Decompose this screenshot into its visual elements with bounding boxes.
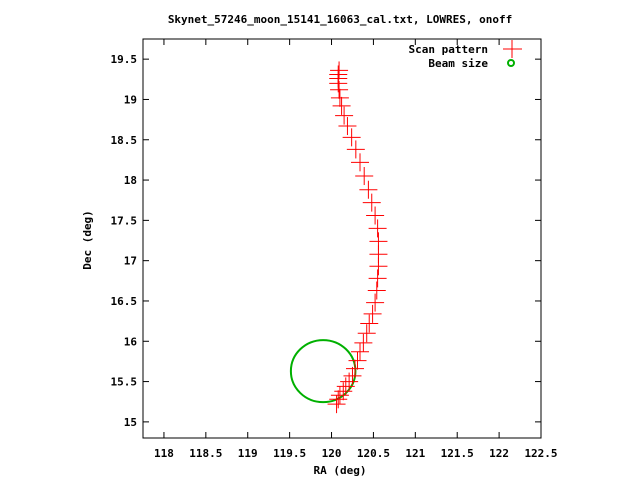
plot-frame bbox=[142, 38, 542, 439]
scan-point bbox=[363, 304, 382, 323]
x-axis: 118 118.5 119 119.5 120 120.5 121 121.5 122 122.5 bbox=[154, 39, 558, 460]
y-tick-label: 19.5 bbox=[111, 53, 138, 66]
scan-point bbox=[359, 180, 378, 199]
x-tick-label: 121 bbox=[405, 447, 425, 460]
x-tick-label: 120 bbox=[322, 447, 342, 460]
y-tick-label: 17.5 bbox=[111, 214, 138, 227]
scan-point bbox=[357, 324, 376, 343]
scan-point bbox=[345, 359, 364, 378]
scan-point bbox=[329, 65, 348, 84]
legend-label-scan-pattern: Scan pattern bbox=[409, 43, 488, 56]
x-tick-label: 120.5 bbox=[357, 447, 390, 460]
scan-point bbox=[348, 351, 367, 370]
scan-point bbox=[368, 269, 387, 288]
scan-pattern-series bbox=[327, 61, 388, 414]
x-tick-label: 119.5 bbox=[273, 447, 306, 460]
y-tick-label: 16.5 bbox=[111, 295, 138, 308]
scan-point bbox=[330, 88, 349, 107]
x-tick-label: 121.5 bbox=[441, 447, 474, 460]
scan-point bbox=[332, 96, 351, 115]
y-tick-label: 16 bbox=[124, 335, 138, 348]
scan-point bbox=[330, 61, 349, 80]
y-tick-label: 17 bbox=[124, 255, 137, 268]
y-axis-label: Dec (deg) bbox=[81, 210, 94, 270]
scan-point bbox=[362, 193, 381, 212]
scan-point bbox=[369, 232, 388, 251]
scan-point bbox=[351, 342, 370, 361]
legend: Scan pattern Beam size bbox=[409, 40, 522, 70]
x-axis-label: RA (deg) bbox=[314, 464, 367, 477]
y-tick-label: 15 bbox=[124, 416, 137, 429]
chart-title: Skynet_57246_moon_15141_16063_cal.txt, L… bbox=[168, 13, 512, 26]
scan-point bbox=[367, 281, 386, 300]
scan-point bbox=[342, 128, 361, 147]
x-tick-label: 122.5 bbox=[524, 447, 557, 460]
legend-label-beam-size: Beam size bbox=[428, 57, 488, 70]
scan-point bbox=[351, 153, 370, 172]
scan-point bbox=[336, 377, 355, 396]
y-axis: 15 15.5 16 16.5 17 17.5 18 18.5 19 19.5 bbox=[111, 53, 541, 429]
scan-point bbox=[327, 395, 346, 414]
x-tick-label: 118.5 bbox=[189, 447, 222, 460]
scan-point bbox=[334, 382, 353, 401]
y-tick-label: 15.5 bbox=[111, 376, 138, 389]
x-tick-label: 119 bbox=[238, 447, 258, 460]
scan-point bbox=[354, 333, 373, 352]
y-tick-label: 18 bbox=[124, 174, 137, 187]
x-tick-label: 118 bbox=[154, 447, 174, 460]
scan-point bbox=[346, 140, 365, 159]
scan-point bbox=[366, 206, 385, 225]
y-tick-label: 19 bbox=[124, 93, 137, 106]
scan-point bbox=[368, 219, 387, 238]
scan-point bbox=[355, 167, 374, 186]
scan-point bbox=[366, 293, 385, 312]
scan-point bbox=[329, 390, 348, 409]
scan-point bbox=[335, 106, 354, 125]
legend-marker-scan-pattern bbox=[503, 40, 522, 58]
scan-point bbox=[338, 117, 357, 136]
y-tick-label: 18.5 bbox=[111, 134, 138, 147]
scan-point bbox=[343, 366, 362, 385]
scan-point bbox=[360, 314, 379, 333]
legend-marker-beam-size bbox=[507, 59, 515, 67]
x-tick-label: 122 bbox=[489, 447, 509, 460]
